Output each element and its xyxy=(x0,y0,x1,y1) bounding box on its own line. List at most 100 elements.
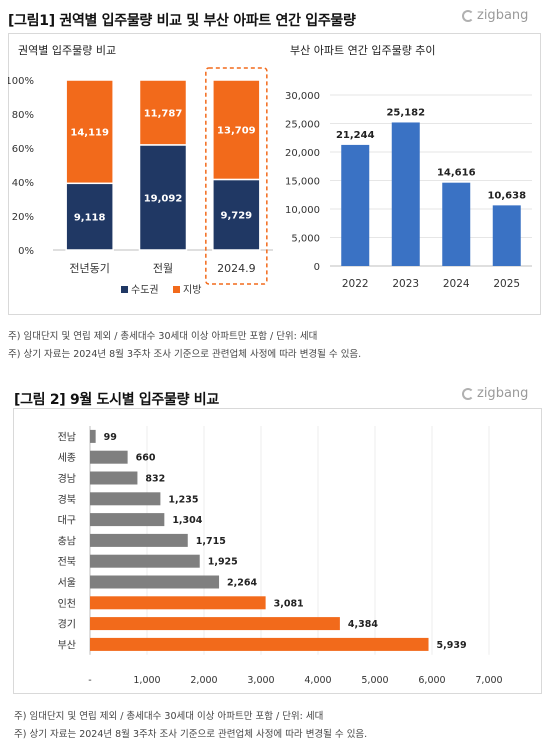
busan-annual-bar-chart: 0 5,000 10,000 15,000 20,000 25,000 30,000 21,2… xyxy=(285,91,532,290)
data-label: 4,384 xyxy=(348,619,378,630)
data-label: 9,729 xyxy=(221,211,253,222)
bar xyxy=(90,450,128,464)
data-label: 21,244 xyxy=(336,130,375,141)
y-tick-label: 80% xyxy=(12,110,34,121)
bar-segment-capital xyxy=(65,182,114,251)
bar-segment-provincial xyxy=(65,79,114,185)
x-tick-label: 4,000 xyxy=(304,675,331,686)
y-tick-label: 15,000 xyxy=(285,177,320,188)
y-tick-label: 10,000 xyxy=(285,205,320,216)
figure1-title: [그림1] 권역별 입주물량 비교 및 부산 아파트 연간 입주물량 xyxy=(8,13,356,29)
bar xyxy=(492,205,521,266)
y-tick-label: 100% xyxy=(8,76,34,87)
legend-swatch xyxy=(121,286,128,293)
x-tick-label: 2024.9 xyxy=(217,262,256,275)
y-tick-label: 20% xyxy=(12,212,34,223)
data-label: 10,638 xyxy=(487,190,526,201)
stacked-bar-chart-region: 0% 20% 40% 60% 80% 100% 9,118 14,119 전년동기 19,092 1… xyxy=(8,67,273,296)
bar xyxy=(442,182,471,266)
data-label: 99 xyxy=(104,432,117,443)
zigbang-logo-icon xyxy=(462,388,474,400)
data-label: 9,118 xyxy=(74,213,106,224)
x-tick-label: 2025 xyxy=(493,278,520,290)
x-tick-label: 5,000 xyxy=(361,675,388,686)
x-tick-label: 3,000 xyxy=(247,675,274,686)
bar xyxy=(90,513,165,527)
data-label: 2,264 xyxy=(227,578,257,589)
y-tick-label: 전남 xyxy=(58,431,76,443)
y-tick-label: 40% xyxy=(12,178,34,189)
brand-name: zigbang xyxy=(477,386,529,401)
data-label: 1,715 xyxy=(196,536,226,547)
bar-segment-provincial xyxy=(212,79,261,181)
data-label: 3,081 xyxy=(274,598,304,609)
bar xyxy=(90,637,429,651)
x-tick-label: 전월 xyxy=(153,262,173,275)
figure1-note-2: 주) 상기 자료는 2024년 8월 3주차 조사 기준으로 관련업체 사정에 … xyxy=(8,349,362,360)
data-label: 19,092 xyxy=(144,193,183,204)
y-tick-label: 세종 xyxy=(58,452,76,464)
y-tick-label: 충남 xyxy=(58,535,76,547)
figure2-note-1: 주) 임대단지 및 연립 제외 / 총세대수 30세대 이상 아파트만 포함 /… xyxy=(14,711,324,722)
figure1-note-1: 주) 임대단지 및 연립 제외 / 총세대수 30세대 이상 아파트만 포함 /… xyxy=(8,331,318,342)
y-tick-label: 60% xyxy=(12,144,34,155)
bar xyxy=(90,596,266,610)
y-tick-label: 경북 xyxy=(58,493,76,506)
data-label: 660 xyxy=(136,453,156,464)
chart2-title: 부산 아파트 연간 입주물량 추이 xyxy=(290,44,436,57)
y-tick-label: 20,000 xyxy=(285,148,320,159)
zigbang-logo-2: zigbang xyxy=(462,386,528,401)
data-label: 1,235 xyxy=(168,494,198,505)
y-tick-label: 경남 xyxy=(58,472,76,485)
data-label: 13,709 xyxy=(217,126,256,137)
highlight-box xyxy=(205,67,268,285)
data-label: 5,939 xyxy=(437,640,467,651)
y-tick-label: 5,000 xyxy=(291,234,320,245)
y-tick-label: 0% xyxy=(18,246,34,257)
bar-segment-capital xyxy=(138,144,188,251)
x-tick-label: - xyxy=(88,675,91,686)
chart1-title: 권역별 입주물량 비교 xyxy=(18,44,117,57)
bar xyxy=(90,554,200,568)
bar xyxy=(90,429,96,443)
x-tick-label: 2022 xyxy=(342,278,369,290)
bar xyxy=(90,617,340,631)
y-tick-label: 서울 xyxy=(58,577,76,589)
data-label: 14,616 xyxy=(437,168,476,179)
x-tick-label: 7,000 xyxy=(475,675,502,686)
bar xyxy=(90,575,220,589)
data-label: 25,182 xyxy=(386,107,425,118)
y-tick-label: 30,000 xyxy=(285,91,320,102)
bar-segment-capital xyxy=(212,178,261,251)
y-tick-label: 경기 xyxy=(58,618,76,631)
x-tick-label: 6,000 xyxy=(418,675,445,686)
y-tick-label: 0 xyxy=(314,262,320,273)
y-tick-label: 부산 xyxy=(58,639,76,651)
data-label: 1,925 xyxy=(208,557,238,568)
bar xyxy=(90,492,161,506)
brand-name: zigbang xyxy=(477,8,529,23)
zigbang-logo-icon xyxy=(462,10,474,22)
zigbang-logo: zigbang xyxy=(462,8,528,23)
legend-swatch xyxy=(173,286,180,293)
x-tick-label: 2,000 xyxy=(190,675,217,686)
y-tick-label: 25,000 xyxy=(285,120,320,131)
x-tick-label: 2024 xyxy=(443,278,470,290)
legend-label: 지방 xyxy=(183,284,201,296)
data-label: 832 xyxy=(145,474,165,485)
bar xyxy=(90,533,188,547)
bar xyxy=(391,122,420,266)
x-tick-label: 1,000 xyxy=(133,675,160,686)
data-label: 14,119 xyxy=(70,128,109,139)
bar xyxy=(341,144,370,266)
figure2-note-2: 주) 상기 자료는 2024년 8월 3주차 조사 기준으로 관련업체 사정에 … xyxy=(14,729,368,740)
bar xyxy=(90,471,138,485)
city-horizontal-bar-chart: - 1,000 2,000 3,000 4,000 5,000 6,000 7,000 99 전남… xyxy=(58,426,503,686)
y-tick-label: 대구 xyxy=(58,515,76,527)
y-tick-label: 인천 xyxy=(58,598,76,610)
x-tick-label: 전년동기 xyxy=(69,262,109,275)
bar-segment-provincial xyxy=(138,79,188,146)
x-tick-label: 2023 xyxy=(392,278,419,290)
data-label: 1,304 xyxy=(172,515,202,526)
figure2-title: [그림 2] 9월 도시별 입주물량 비교 xyxy=(14,392,219,408)
